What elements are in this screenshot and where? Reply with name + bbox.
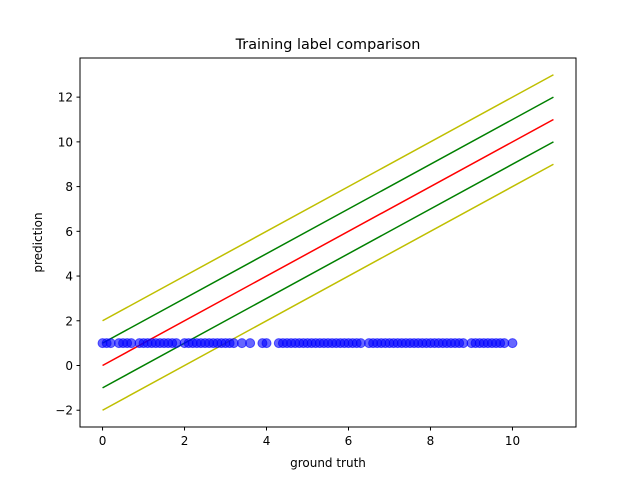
line-band2-upper — [102, 74, 554, 322]
y-tick-label: 10 — [58, 135, 73, 149]
plot-frame — [79, 57, 577, 428]
y-tick-label: −2 — [55, 404, 73, 418]
scatter-point — [228, 338, 239, 349]
points-layer — [97, 338, 518, 349]
scatter-point — [105, 338, 116, 349]
y-tick-label: 6 — [65, 225, 73, 239]
x-tick-label: 10 — [505, 434, 520, 448]
line-ideal — [102, 118, 554, 367]
x-axis-label: ground truth — [290, 456, 366, 470]
line-band2-lower — [102, 163, 554, 411]
scatter-point — [355, 338, 366, 349]
scatter-point — [261, 338, 272, 349]
y-tick-label: 0 — [65, 359, 73, 373]
chart-title: Training label comparison — [235, 37, 421, 53]
x-tick-label: 2 — [181, 434, 189, 448]
x-axis: 0 2 4 6 8 10 — [99, 427, 520, 448]
x-tick-label: 0 — [99, 434, 107, 448]
scatter-point — [126, 338, 137, 349]
scatter-point — [236, 338, 247, 349]
scatter-point — [171, 338, 182, 349]
y-tick-label: 2 — [65, 314, 73, 328]
scatter-point — [458, 338, 469, 349]
y-tick-label: 8 — [65, 180, 73, 194]
x-tick-label: 4 — [263, 434, 271, 448]
scatter-point — [507, 338, 518, 349]
y-axis: −2 0 2 4 6 8 10 12 — [55, 91, 80, 418]
y-tick-label: 4 — [65, 270, 73, 284]
x-tick-label: 8 — [427, 434, 435, 448]
x-tick-label: 6 — [345, 434, 353, 448]
scatter-point — [499, 338, 510, 349]
line-band1-upper — [102, 96, 554, 344]
scatter-point — [245, 338, 256, 349]
y-axis-label: prediction — [31, 212, 45, 272]
y-tick-label: 12 — [58, 91, 73, 105]
